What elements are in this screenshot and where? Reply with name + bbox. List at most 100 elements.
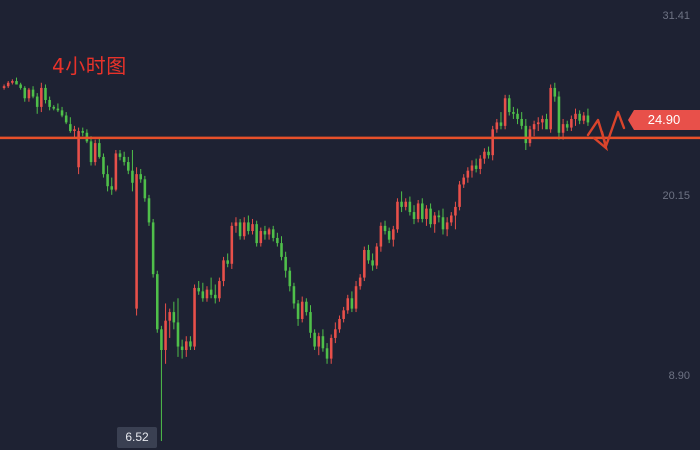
candle-body-up	[93, 143, 97, 163]
candle-body-up	[483, 151, 486, 159]
candle-body-up	[11, 81, 14, 83]
candle-body-up	[193, 287, 196, 347]
candle-body-down	[110, 186, 114, 190]
candle-body-down	[309, 312, 312, 333]
candle-body-down	[189, 341, 192, 347]
candle-body-down	[292, 286, 296, 304]
candle-body-up	[363, 250, 366, 278]
candle-body-down	[474, 165, 478, 169]
candle-body-up	[40, 87, 43, 107]
candle-body-up	[222, 260, 225, 282]
candle-body-up	[458, 184, 461, 207]
candle-body-up	[495, 122, 499, 130]
candle-body-up	[354, 286, 358, 309]
candle-body-down	[247, 222, 250, 232]
candle-body-down	[271, 229, 275, 238]
candle-body-up	[466, 170, 470, 178]
candle-body-up	[541, 118, 544, 123]
hand-drawn-zigzag-arrow	[586, 110, 626, 148]
candle-body-down	[421, 203, 424, 219]
candle-body-up	[462, 177, 465, 185]
candle-body-up	[358, 277, 362, 287]
candle-body-up	[2, 86, 6, 88]
chart-title: 4小时图	[52, 54, 127, 78]
candle-body-down	[35, 96, 39, 107]
candle-body-down	[180, 346, 184, 350]
candle-body-up	[317, 336, 321, 347]
candle-body-up	[396, 201, 399, 230]
candle-body-up	[338, 318, 341, 330]
candle-body-down	[487, 151, 490, 156]
candle-body-down	[15, 81, 18, 85]
candle-body-up	[164, 320, 167, 350]
candle-body-down	[507, 98, 511, 113]
candle-body-up	[6, 82, 10, 87]
candle-body-down	[197, 287, 200, 292]
candle-body-down	[106, 174, 109, 187]
candle-body-up	[425, 208, 428, 219]
candle-body-down	[512, 112, 515, 114]
candle-body-up	[570, 118, 573, 128]
candle-body-down	[151, 222, 155, 275]
candle-body-up	[561, 124, 565, 133]
candle-body-down	[155, 274, 159, 330]
candle-body-up	[454, 206, 457, 216]
candle-body-down	[325, 348, 329, 359]
candle-body-down	[437, 215, 441, 218]
candle-body-down	[139, 174, 143, 180]
candle-body-down	[201, 291, 205, 299]
candle-body-up	[433, 215, 437, 225]
candle-body-down	[441, 217, 445, 230]
candle-body-down	[56, 108, 60, 111]
candle-body-down	[313, 332, 316, 347]
candle-body-up	[230, 225, 234, 264]
candle-body-down	[44, 87, 47, 100]
candle-body-down	[23, 87, 27, 99]
candle-body-up	[392, 229, 395, 240]
candle-body-down	[280, 243, 283, 257]
candle-body-down	[131, 170, 134, 183]
candle-body-down	[520, 118, 523, 126]
candle-body-down	[524, 125, 528, 144]
candle-body-down	[48, 100, 51, 107]
candle-body-down	[81, 131, 85, 133]
candle-body-down	[69, 124, 72, 132]
candle-body-up	[470, 165, 474, 171]
candle-body-up	[114, 153, 118, 190]
candle-body-down	[565, 124, 569, 128]
candle-body-down	[387, 231, 391, 240]
candle-body-down	[122, 156, 126, 163]
candle-body-up	[449, 215, 453, 223]
candle-body-down	[209, 289, 213, 295]
candle-body-down	[350, 298, 354, 309]
candle-body-down	[160, 329, 163, 350]
y-tick-label-top: 31.41	[662, 10, 690, 22]
candle-body-down	[238, 222, 242, 237]
candle-body-down	[60, 110, 64, 116]
candle-body-up	[375, 246, 379, 266]
candle-body-up	[549, 87, 552, 130]
candle-body-down	[321, 336, 325, 349]
candle-body-up	[503, 98, 507, 126]
candle-body-up	[574, 113, 577, 119]
candle-body-down	[255, 224, 258, 244]
y-tick-label-bottom: 8.90	[668, 370, 690, 382]
candle-body-up	[27, 89, 31, 99]
candle-body-up	[416, 203, 420, 219]
candle-body-down	[553, 87, 557, 97]
candle-body-down	[586, 115, 590, 123]
candle-body-down	[383, 225, 387, 232]
candle-body-down	[516, 113, 519, 119]
candle-body-down	[118, 153, 122, 157]
candle-body-down	[367, 250, 370, 261]
candle-body-up	[334, 329, 337, 338]
candle-body-up	[379, 225, 383, 247]
candle-body-up	[532, 124, 536, 130]
candle-body-down	[276, 237, 279, 244]
current-price-tag: 24.90	[628, 110, 700, 130]
candle-body-down	[545, 118, 548, 130]
candle-body-up	[342, 310, 345, 319]
candle-body-down	[412, 212, 416, 219]
y-tick-label-mid: 20.15	[662, 190, 690, 202]
candle-body-up	[242, 222, 246, 237]
